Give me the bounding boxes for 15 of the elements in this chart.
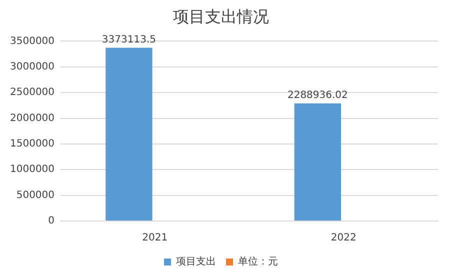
y-tick-label: 500000 (16, 190, 55, 201)
x-tick-label: 2021 (142, 232, 168, 244)
chart-title: 项目支出情况 (173, 6, 269, 26)
y-tick-label: 1000000 (10, 164, 55, 176)
y-tick-label: 2000000 (10, 112, 55, 124)
legend-label: 项目支出 (176, 256, 216, 268)
x-tick-label: 2022 (330, 232, 356, 244)
y-tick-label: 0 (48, 216, 55, 227)
y-tick-label: 3500000 (10, 36, 55, 47)
y-tick-label: 1500000 (10, 138, 55, 150)
data-label: 3373113.5 (102, 34, 156, 46)
y-tick-label: 2500000 (10, 87, 55, 98)
y-tick-label: 3000000 (10, 61, 55, 72)
legend-label: 单位：元 (238, 256, 278, 268)
data-label: 2288936.02 (287, 90, 348, 102)
